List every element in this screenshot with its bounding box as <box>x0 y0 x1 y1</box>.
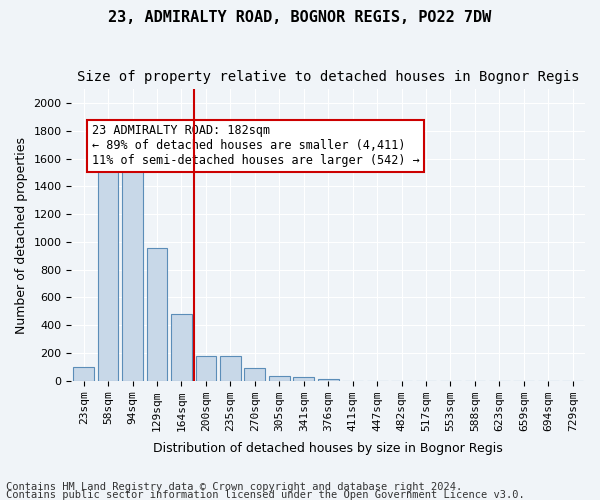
Text: 23, ADMIRALTY ROAD, BOGNOR REGIS, PO22 7DW: 23, ADMIRALTY ROAD, BOGNOR REGIS, PO22 7… <box>109 10 491 25</box>
Bar <box>146 248 167 380</box>
Title: Size of property relative to detached houses in Bognor Regis: Size of property relative to detached ho… <box>77 70 580 84</box>
Y-axis label: Number of detached properties: Number of detached properties <box>15 136 28 334</box>
Text: Contains HM Land Registry data © Crown copyright and database right 2024.: Contains HM Land Registry data © Crown c… <box>6 482 462 492</box>
Text: 23 ADMIRALTY ROAD: 182sqm
← 89% of detached houses are smaller (4,411)
11% of se: 23 ADMIRALTY ROAD: 182sqm ← 89% of detac… <box>92 124 419 168</box>
Bar <box>293 377 314 380</box>
Bar <box>196 356 217 380</box>
Bar <box>220 356 241 380</box>
Bar <box>98 168 118 380</box>
Bar <box>318 378 338 380</box>
Text: Contains public sector information licensed under the Open Government Licence v3: Contains public sector information licen… <box>6 490 525 500</box>
X-axis label: Distribution of detached houses by size in Bognor Regis: Distribution of detached houses by size … <box>154 442 503 455</box>
Bar <box>122 164 143 380</box>
Bar <box>244 368 265 380</box>
Bar <box>269 376 290 380</box>
Bar <box>171 314 192 380</box>
Bar <box>73 367 94 380</box>
